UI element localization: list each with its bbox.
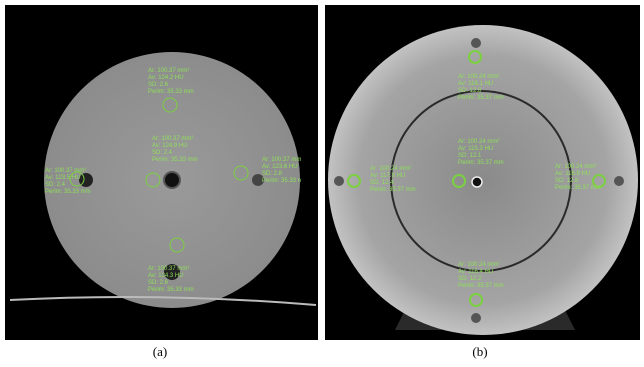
roi-stat: SD: 2.4 — [152, 150, 173, 156]
center-rod — [164, 172, 180, 188]
roi-stat: Ar: 100.24 mm² — [458, 262, 499, 268]
roi-stat: Perim: 35.37 mm — [458, 160, 504, 166]
figure: (a)Ar: 100.37 mm²Av: 124.2 HUSD: 2.6Peri… — [0, 0, 644, 367]
roi-stat: SD: 2.6 — [148, 280, 169, 286]
roi-stat: Perim: 35.33 mm — [148, 89, 194, 95]
roi-stat: Av: 123.6 HU — [262, 164, 298, 170]
roi-stat: Perim: 35.33 mm — [148, 287, 194, 293]
roi-stat: Av: 124.9 HU — [152, 143, 188, 149]
roi-stat: Ar: 100.37 mm² — [152, 136, 193, 142]
roi-stat: Ar: 100.37 mm² — [148, 68, 189, 74]
roi-stat: Ar: 100.24 mm² — [458, 74, 499, 80]
roi-stat: Perim: 35.37 mm — [370, 187, 416, 193]
roi-stat: Av: 117.8 HU — [370, 173, 405, 179]
roi-stat: Ar: 100.37 mm — [262, 157, 301, 163]
roi-stat: Ar: 100.24 mm² — [370, 166, 411, 172]
roi-stat: Perim: 35.33 mm — [152, 157, 198, 163]
roi-stat: SD: 12.4 — [370, 180, 394, 186]
panel-caption: (b) — [472, 344, 487, 359]
hole — [334, 176, 344, 186]
roi-stat: Ar: 100.37 mm² — [148, 266, 189, 272]
hole — [614, 176, 624, 186]
roi-stat: Av: 116.1 HU — [458, 81, 493, 87]
panel-caption: (a) — [153, 344, 167, 359]
hole — [471, 38, 481, 48]
roi-stat: SD: 2.4 — [45, 182, 66, 188]
roi-stat: Perim: 35.33 mm — [45, 189, 91, 195]
roi-stat: Av: 115.3 HU — [458, 146, 493, 152]
roi-stat: Ar: 100.24 mm² — [458, 139, 499, 145]
roi-stat: SD: 12.8 — [458, 88, 482, 94]
roi-stat: SD: 12.1 — [458, 153, 482, 159]
roi-stat: Av: 116.4 HU — [458, 269, 493, 275]
roi-stat: SD: 2.6 — [148, 82, 169, 88]
roi-stat: SD: 2.8 — [262, 171, 283, 177]
roi-stat: Perim: 35.37 mm — [555, 185, 601, 191]
roi-stat: SD: 12.2 — [458, 276, 482, 282]
roi-stat: Ar: 100.24 mm² — [555, 164, 596, 170]
roi-stat: Perim: 35.33 n — [262, 178, 301, 184]
roi-stat: Ar: 100.37 mm² — [45, 168, 86, 174]
roi-stat: Perim: 35.37 mm — [458, 283, 504, 289]
roi-stat: Av: 116.9 HU — [555, 171, 590, 177]
roi-stat: Perim: 35.37 mm — [458, 95, 504, 101]
roi-stat: Av: 124.3 HU — [148, 273, 184, 279]
roi-stat: Av: 124.2 HU — [148, 75, 184, 81]
center-rod — [472, 177, 482, 187]
hole — [471, 313, 481, 323]
roi-stat: Av: 123.5 HU — [45, 175, 81, 181]
roi-stat: SD: 12.6 — [555, 178, 579, 184]
